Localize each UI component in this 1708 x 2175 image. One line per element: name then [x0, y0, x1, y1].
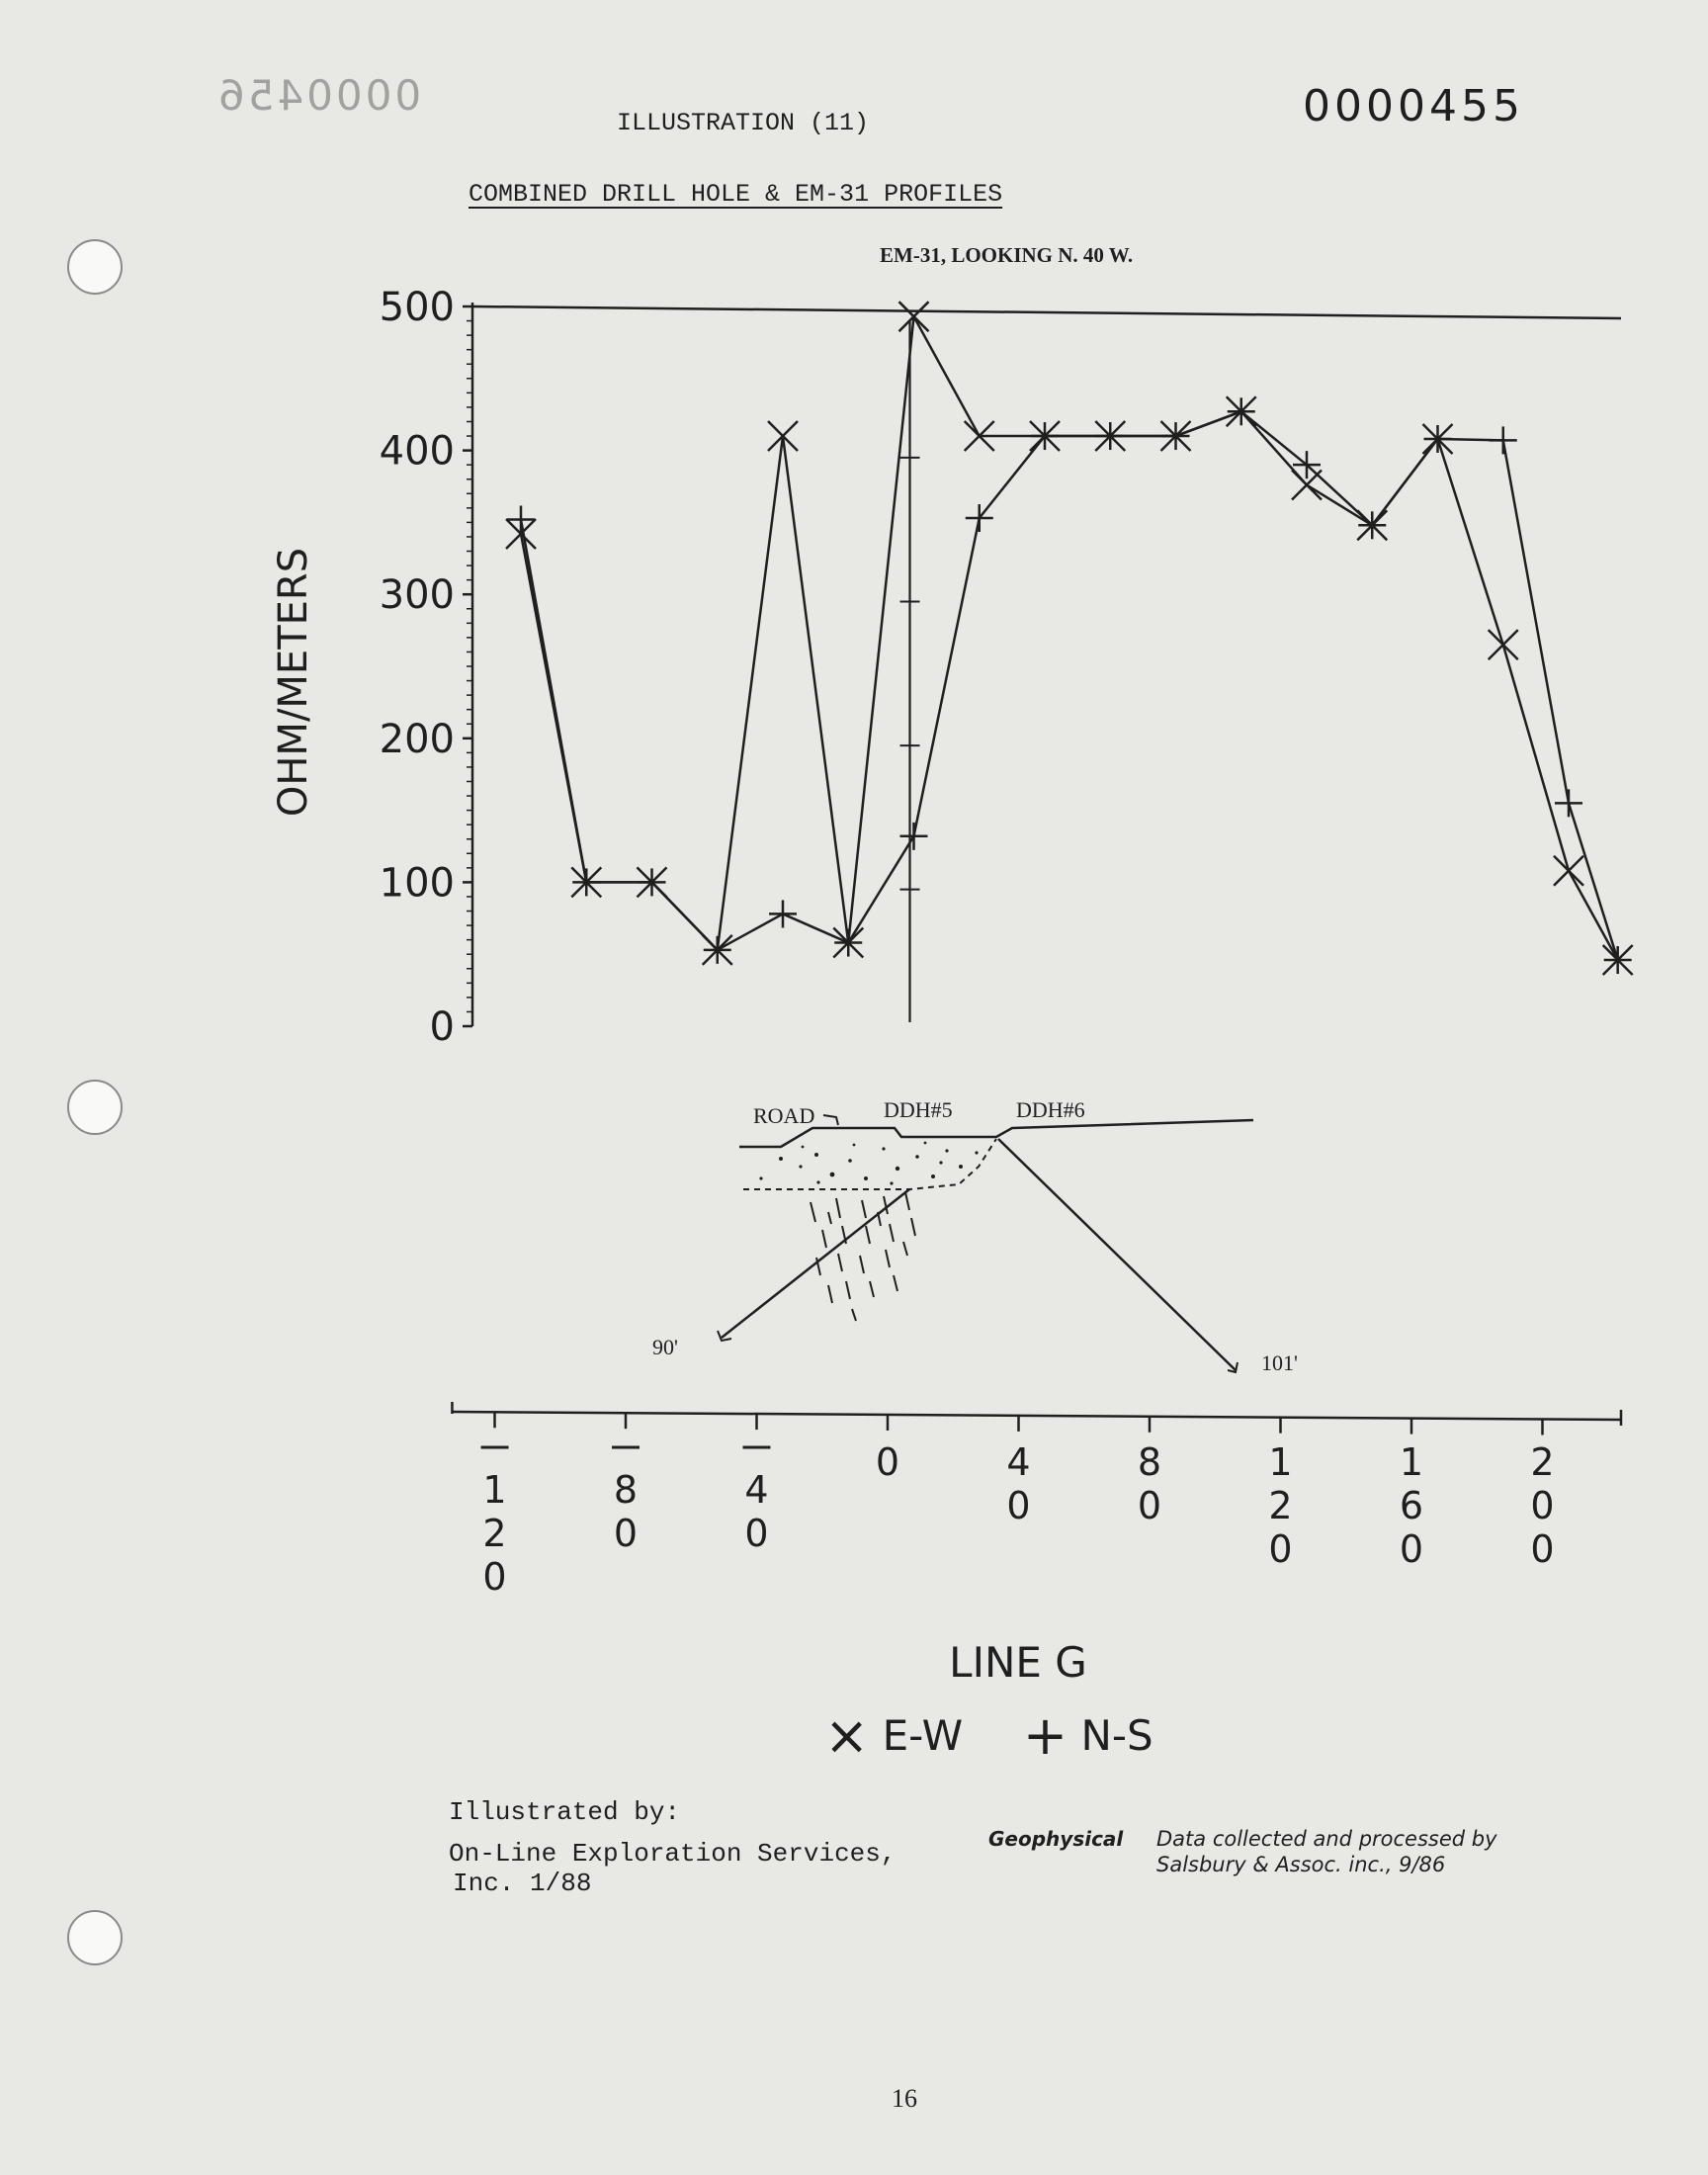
- binder-hole-bottom: [67, 1910, 123, 1965]
- binder-hole-middle: [67, 1080, 123, 1135]
- legend-ew-label: E-W: [882, 1711, 964, 1760]
- ns-plus-marker: [1603, 946, 1632, 975]
- section-title: COMBINED DRILL HOLE & EM-31 PROFILES: [469, 180, 1003, 209]
- x-marker-stroke: [1553, 854, 1584, 887]
- ew-x-marker: [767, 420, 799, 452]
- ddh6-drill-trace: [997, 1138, 1237, 1371]
- x-axis-label: LINE G: [949, 1638, 1087, 1687]
- x-tick-label-char: 8: [1138, 1440, 1161, 1484]
- ns-plus-marker: [899, 822, 928, 850]
- ns-plus-marker: [834, 928, 863, 957]
- x-tick-label-char: 2: [1268, 1484, 1292, 1527]
- x-tick-label-char: 2: [1530, 1440, 1554, 1484]
- x-marker-stroke: [963, 420, 995, 452]
- x-tick-label-char: 4: [744, 1468, 768, 1512]
- ns-plus-marker: [1227, 397, 1255, 426]
- y-tick-label: 500: [380, 285, 455, 330]
- page-number: 16: [892, 2084, 917, 2113]
- legend-ns-label: N-S: [1080, 1711, 1153, 1760]
- x-tick-label-char: 0: [1268, 1527, 1292, 1571]
- x-tick-label-char: 0: [1400, 1527, 1423, 1571]
- x-tick-label-char: 0: [614, 1512, 638, 1555]
- x-tick-label-char: 4: [1006, 1440, 1030, 1484]
- ew-x-marker: [505, 518, 537, 550]
- chart-series: [505, 301, 1634, 1022]
- x-tick-label-char: 6: [1400, 1484, 1423, 1527]
- y-tick-label: 100: [380, 860, 455, 906]
- x-tick-label-char: 8: [614, 1468, 638, 1512]
- ns-plus-marker: [1423, 424, 1452, 453]
- legend-ew-symbol: ×: [824, 1704, 870, 1767]
- x-tick-label-char: 0: [1530, 1484, 1554, 1527]
- ddh6-end-mark: [1227, 1361, 1238, 1374]
- ns-plus-marker: [638, 868, 666, 897]
- x-marker-stroke: [897, 301, 930, 333]
- legend-ns-symbol: +: [1022, 1704, 1068, 1767]
- ns-plus-marker: [1293, 451, 1321, 479]
- x-tick-label-char: 0: [1138, 1484, 1161, 1527]
- illustrated-by-label: Illustrated by:: [449, 1797, 681, 1827]
- ns-plus-marker: [1161, 422, 1190, 451]
- depth-101-label: 101': [1261, 1350, 1298, 1375]
- y-axis-label: OHM/METERS: [271, 548, 316, 817]
- y-max-reference-line: [471, 304, 1622, 320]
- x-axis-line: [452, 1410, 1622, 1422]
- legend: × E-W + N-S: [824, 1704, 1153, 1767]
- binder-hole-top: [67, 239, 123, 295]
- y-tick-label: 400: [380, 429, 455, 475]
- ns-plus-marker: [965, 504, 993, 533]
- x-marker-stroke: [505, 518, 537, 550]
- company-line-2: Inc. 1/88: [453, 1869, 592, 1898]
- ns-plus-marker: [572, 868, 601, 897]
- overburden-stipple: [759, 1141, 979, 1185]
- illustration-label: ILLUSTRATION (11): [617, 109, 870, 137]
- depth-90-label: 90': [652, 1335, 678, 1359]
- x-tick-label-char: 2: [482, 1512, 506, 1555]
- chart-title: EM-31, LOOKING N. 40 W.: [880, 243, 1134, 267]
- credit-line-2: Salsbury & Assoc. inc., 9/86: [1156, 1853, 1446, 1876]
- x-tick-label-char: 0: [1006, 1484, 1030, 1527]
- road-label: ROAD: [753, 1103, 814, 1128]
- ew-x-marker: [963, 420, 995, 452]
- ew-x-marker: [1487, 629, 1519, 661]
- ew-x-marker: [1553, 854, 1584, 887]
- ns-plus-marker: [1358, 511, 1387, 540]
- ew-x-marker: [897, 301, 930, 333]
- x-tick-label-char: 1: [1400, 1440, 1423, 1484]
- ns-plus-marker: [1555, 789, 1582, 818]
- road-arrow: [822, 1114, 839, 1126]
- ddh5-label: DDH#5: [884, 1097, 953, 1122]
- ddh6-label: DDH#6: [1016, 1097, 1085, 1122]
- x-tick-label-char: 0: [744, 1512, 768, 1555]
- x-marker-stroke: [767, 420, 799, 452]
- ns-plus-marker: [1031, 422, 1059, 451]
- company-line-1: On-Line Exploration Services,: [449, 1839, 897, 1869]
- ns-plus-marker: [1096, 422, 1125, 451]
- ddh5-end-mark: [717, 1330, 732, 1343]
- fracture-zone-hatch: [810, 1191, 916, 1322]
- x-tick-label-char: 0: [482, 1555, 506, 1599]
- cross-section-sketch: ROAD DDH#5 DDH#6 90' 101': [652, 1097, 1298, 1375]
- overburden-boundary: [743, 1138, 997, 1190]
- y-tick-label: 300: [380, 572, 455, 618]
- x-marker-stroke: [1487, 629, 1519, 661]
- ns-plus-marker: [703, 935, 731, 964]
- x-tick-label-char: 0: [876, 1440, 899, 1484]
- geophysical-word: Geophysical: [988, 1827, 1124, 1851]
- ddh5-drill-trace: [721, 1188, 910, 1339]
- y-tick-label: 200: [380, 717, 455, 762]
- ns-plus-marker: [507, 505, 535, 534]
- ns-plus-marker: [769, 900, 797, 928]
- x-tick-label-char: 1: [1268, 1440, 1292, 1484]
- y-tick-label: 0: [430, 1004, 455, 1050]
- document-number: 0000455: [1303, 81, 1524, 131]
- x-tick-label-char: 0: [1530, 1527, 1554, 1571]
- x-tick-label-char: 1: [482, 1468, 506, 1512]
- ns-plus-marker: [1489, 426, 1517, 455]
- credit-line-1: Data collected and processed by: [1156, 1827, 1497, 1851]
- ground-surface-line: [739, 1118, 1254, 1149]
